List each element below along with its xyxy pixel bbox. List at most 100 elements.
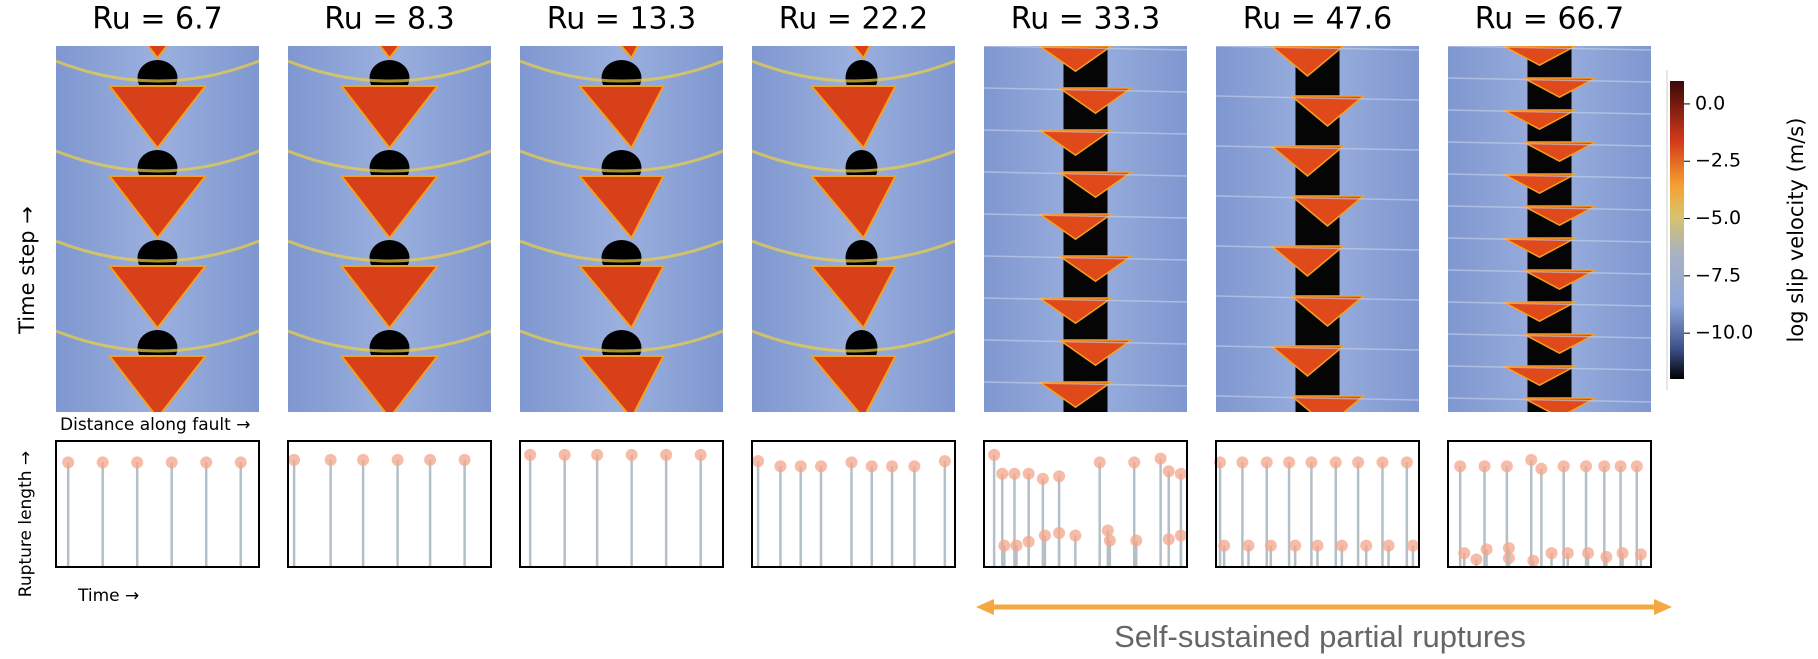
stem-head (815, 460, 828, 473)
rupture (107, 85, 208, 150)
locked (846, 420, 878, 456)
rupture (1057, 171, 1134, 199)
stem-head (1376, 456, 1389, 469)
stem-head (1283, 456, 1296, 469)
glow (56, 59, 259, 83)
panel-title: Ru = 33.3 (1011, 2, 1161, 37)
heatmap (56, 46, 259, 412)
rupture (1289, 395, 1366, 412)
front (1448, 173, 1651, 179)
front (1448, 46, 1651, 51)
rupture (620, 46, 639, 60)
stem-head (1561, 547, 1574, 560)
stem-head (1382, 539, 1395, 552)
stem-head (1154, 452, 1167, 465)
heatmap (288, 46, 491, 456)
rupture (1503, 173, 1576, 195)
stem-head (1458, 547, 1471, 560)
glow (288, 149, 491, 173)
rupture (1269, 145, 1346, 177)
panel: Ru = 13.3 (519, 2, 724, 568)
colorbar-tick-label: −2.5 (1695, 150, 1741, 172)
stem-head (1260, 456, 1273, 469)
rupture (378, 46, 401, 60)
stem-head (1500, 460, 1513, 473)
glow (752, 149, 955, 173)
stem-head (1525, 453, 1538, 466)
stem-head (694, 448, 707, 461)
stem-head (1454, 460, 1467, 473)
stem-head (357, 453, 370, 466)
stem-head (752, 455, 765, 468)
stem-head (1527, 554, 1540, 567)
stem-head (1545, 547, 1558, 560)
front (1216, 195, 1419, 201)
axes-frame (751, 440, 956, 568)
glow (752, 421, 955, 441)
rupture (339, 85, 440, 150)
rupture (1523, 205, 1596, 227)
panel: Ru = 33.3 (983, 2, 1188, 568)
glow (56, 239, 259, 263)
front (984, 381, 1187, 387)
front (984, 213, 1187, 219)
front (984, 339, 1187, 345)
rupture (1270, 46, 1345, 77)
rupture (1057, 339, 1134, 367)
glow (56, 329, 259, 353)
locked (1527, 46, 1572, 412)
front (1216, 295, 1419, 301)
stem-head (1103, 534, 1116, 547)
stem-head (1329, 456, 1342, 469)
stem-head (1101, 524, 1114, 537)
rupture (1037, 129, 1114, 157)
axes-frame (983, 440, 1188, 568)
rupture (1503, 301, 1576, 323)
stem-head (1093, 456, 1106, 469)
colorbar-tick-label: 0.0 (1695, 92, 1725, 114)
glow (520, 421, 723, 441)
stem-head (865, 460, 878, 473)
panel: Ru = 22.2 (751, 2, 956, 568)
rupture (1037, 381, 1114, 409)
stem-head (1335, 539, 1348, 552)
stem-head (424, 453, 437, 466)
stem-head (1580, 460, 1593, 473)
stem-head (558, 448, 571, 461)
front (1448, 237, 1651, 243)
locked (370, 420, 410, 456)
front (984, 46, 1187, 51)
stem-head (774, 460, 787, 473)
colorbar (1670, 81, 1684, 379)
stem-head (1010, 539, 1023, 552)
axes-frame (287, 440, 492, 568)
stem-head (1130, 534, 1143, 547)
glow (520, 149, 723, 173)
stem-head (131, 456, 144, 469)
front (1448, 141, 1651, 147)
rupture (1503, 46, 1576, 67)
stem-head (1053, 526, 1066, 539)
colorbar-label: log slip velocity (m/s) (1784, 118, 1808, 343)
stem-head (391, 453, 404, 466)
stem-head (1242, 539, 1255, 552)
rupture (809, 355, 898, 412)
rupture (1269, 245, 1346, 277)
front (1448, 430, 1651, 434)
stem-head (1214, 456, 1227, 469)
stem-head (1036, 472, 1049, 485)
annotation-arrow (976, 599, 1672, 615)
rupture (577, 175, 666, 240)
stem-head (625, 448, 638, 461)
stem-head (458, 453, 471, 466)
panel-title: Ru = 13.3 (547, 2, 697, 37)
stem-head (591, 448, 604, 461)
stem-head (1352, 456, 1365, 469)
rupture (1523, 77, 1596, 99)
colorbar-tick-label: −5.0 (1695, 207, 1741, 229)
stem-head (1022, 535, 1035, 548)
rupture (1289, 95, 1366, 127)
rupture (1523, 397, 1596, 412)
stem-head (1038, 529, 1051, 542)
stem-head (1289, 539, 1302, 552)
